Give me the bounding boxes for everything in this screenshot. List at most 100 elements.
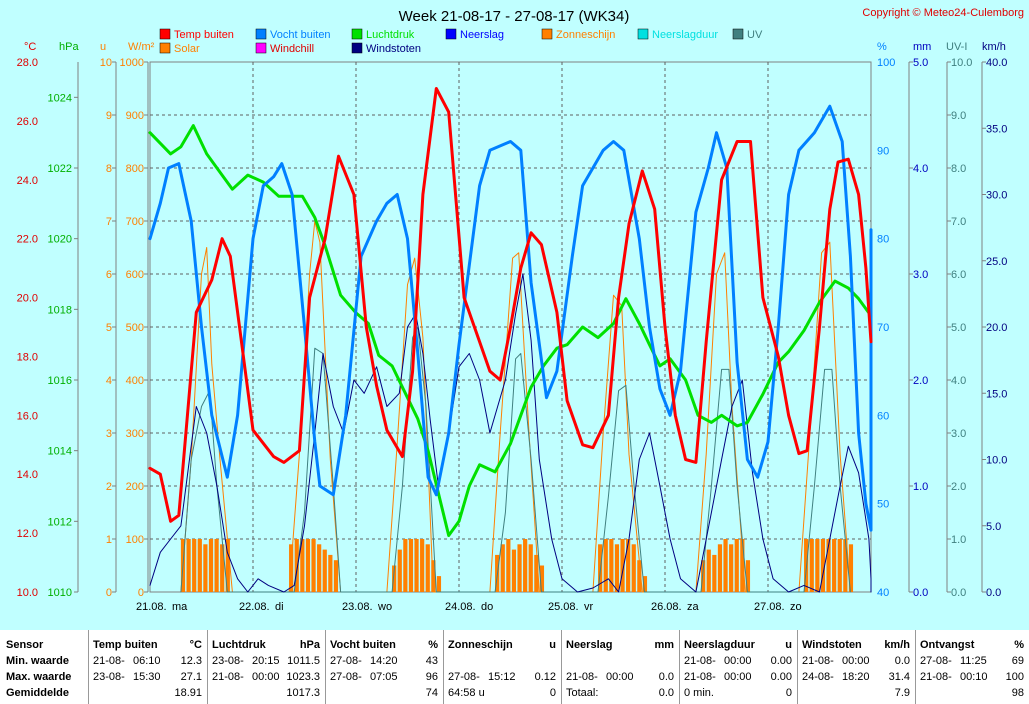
stats-min-value: 1011.5: [287, 655, 320, 667]
stats-max-date: 23-08-: [93, 671, 125, 683]
pressure-tick-label: 1010: [48, 587, 72, 599]
sunshine-bar: [333, 560, 339, 592]
sunshine-bar: [539, 565, 545, 592]
row-label-avg: Gemiddelde: [6, 687, 69, 699]
x-dayname-label: do: [481, 601, 493, 613]
sunshine-bar: [848, 544, 854, 592]
uv-axis-unit: u: [100, 41, 106, 53]
stats-max-date: 21-08-: [684, 671, 716, 683]
stats-max-value: 0.0: [658, 671, 674, 683]
humidity-tick-label: 40: [877, 587, 889, 599]
stats-avg-value: 0: [549, 687, 556, 699]
stats-min-date: 27-08-: [330, 655, 362, 667]
sunshine-bar: [523, 539, 528, 592]
stats-max-time: 15:30: [133, 671, 161, 683]
sunshine-bar: [843, 539, 848, 592]
stats-unit: %: [1014, 639, 1024, 651]
sunshine-bar: [203, 544, 208, 592]
pressure-tick-label: 1018: [48, 304, 72, 316]
stats-column: Zonneschijn u 27-08- 15:12 0.12 64:58 u 0: [443, 630, 562, 704]
sunshine-bar: [642, 576, 648, 592]
legend-swatch: [159, 42, 171, 54]
legend-swatch: [159, 28, 171, 40]
legend-swatch: [255, 28, 267, 40]
legend-swatch: [445, 28, 457, 40]
legend-label: UV: [747, 29, 763, 41]
row-label-min: Min. waarde: [6, 655, 69, 667]
sunshine-bar: [436, 576, 442, 592]
uvindex-tick-label: 10.0: [951, 57, 972, 69]
stats-avg-label: 64:58 u: [448, 687, 485, 699]
sunshine-bar: [397, 549, 402, 592]
sunshine-bar: [208, 539, 214, 592]
sunshine-bar: [197, 539, 202, 592]
stats-max-value: 0.12: [534, 671, 556, 683]
stats-min-value: 0.00: [770, 655, 792, 667]
legend-label: Luchtdruk: [366, 29, 415, 41]
sunshine-bar: [637, 560, 642, 592]
pressure-tick-label: 1024: [48, 92, 72, 104]
sunshine-bar: [609, 539, 614, 592]
stats-max-time: 00:00: [252, 671, 280, 683]
stats-max-date: 27-08-: [448, 671, 480, 683]
wind-axis-unit: km/h: [982, 41, 1006, 53]
temp-tick-label: 18.0: [17, 351, 38, 363]
sunshine-bar: [809, 539, 814, 592]
wind-tick-label: 40.0: [986, 57, 1007, 69]
wind-tick-label: 25.0: [986, 256, 1007, 268]
humidity-tick-label: 60: [877, 410, 889, 422]
series-solar: [180, 220, 851, 593]
stats-max-time: 18:20: [842, 671, 870, 683]
sunshine-bar: [614, 544, 620, 592]
stats-min-date: 21-08-: [93, 655, 125, 667]
solar-axis-unit: W/m²: [128, 41, 155, 53]
sunshine-bar: [294, 539, 299, 592]
sunshine-bar: [403, 539, 408, 592]
wind-tick-label: 0.0: [986, 587, 1001, 599]
stats-min-time: 06:10: [133, 655, 161, 667]
uvindex-tick-label: 8.0: [951, 163, 966, 175]
stats-header: Zonneschijn: [448, 639, 513, 651]
stats-avg-value: 7.9: [894, 687, 910, 699]
stats-max-date: 24-08-: [802, 671, 834, 683]
sunshine-bar: [837, 539, 842, 592]
solar-tick-label: 700: [126, 216, 144, 228]
stats-avg-value: 0: [785, 687, 792, 699]
uvindex-tick-label: 1.0: [951, 534, 966, 546]
stats-column: Luchtdruk hPa 23-08- 20:15 1011.5 21-08- 00:00…: [207, 630, 326, 704]
x-day-label: 22.08.: [239, 601, 270, 613]
rain-tick-label: 2.0: [913, 375, 928, 387]
stats-max-value: 96: [425, 671, 438, 683]
sunshine-bar: [734, 539, 739, 592]
uv-tick-label: 9: [106, 110, 112, 122]
uv-tick-label: 6: [106, 269, 112, 281]
sunshine-bar: [225, 539, 230, 592]
sunshine-bars: [180, 539, 854, 592]
copyright: Copyright © Meteo24-Culemborg: [862, 7, 1024, 19]
sunshine-bar: [723, 539, 728, 592]
stats-header: Ontvangst: [920, 639, 975, 651]
uvindex-tick-label: 7.0: [951, 216, 966, 228]
uvindex-tick-label: 0.0: [951, 587, 966, 599]
sunshine-bar: [311, 539, 316, 592]
uvindex-tick-label: 2.0: [951, 481, 966, 493]
legend-label: Neerslag: [460, 29, 504, 41]
pressure-tick-label: 1020: [48, 234, 72, 246]
legend-swatch: [541, 28, 553, 40]
sunshine-bar: [317, 544, 322, 592]
x-day-label: 21.08.: [136, 601, 167, 613]
temp-tick-label: 10.0: [17, 587, 38, 599]
temp-tick-label: 12.0: [17, 528, 38, 540]
stats-max-value: 27.1: [180, 671, 202, 683]
uvindex-tick-label: 9.0: [951, 110, 966, 122]
stats-unit: %: [428, 639, 438, 651]
rain-tick-label: 1.0: [913, 481, 928, 493]
x-dayname-label: di: [275, 601, 284, 613]
rain-tick-label: 3.0: [913, 269, 928, 281]
stats-avg-label: Totaal:: [566, 687, 599, 699]
stats-column: Neerslagduur u 21-08- 00:00 0.00 21-08- 00:00 0…: [679, 630, 798, 704]
legend-label: Windchill: [270, 43, 314, 55]
stats-min-time: 14:20: [370, 655, 398, 667]
stats-min-time: 00:00: [842, 655, 870, 667]
pressure-tick-label: 1014: [48, 446, 72, 458]
